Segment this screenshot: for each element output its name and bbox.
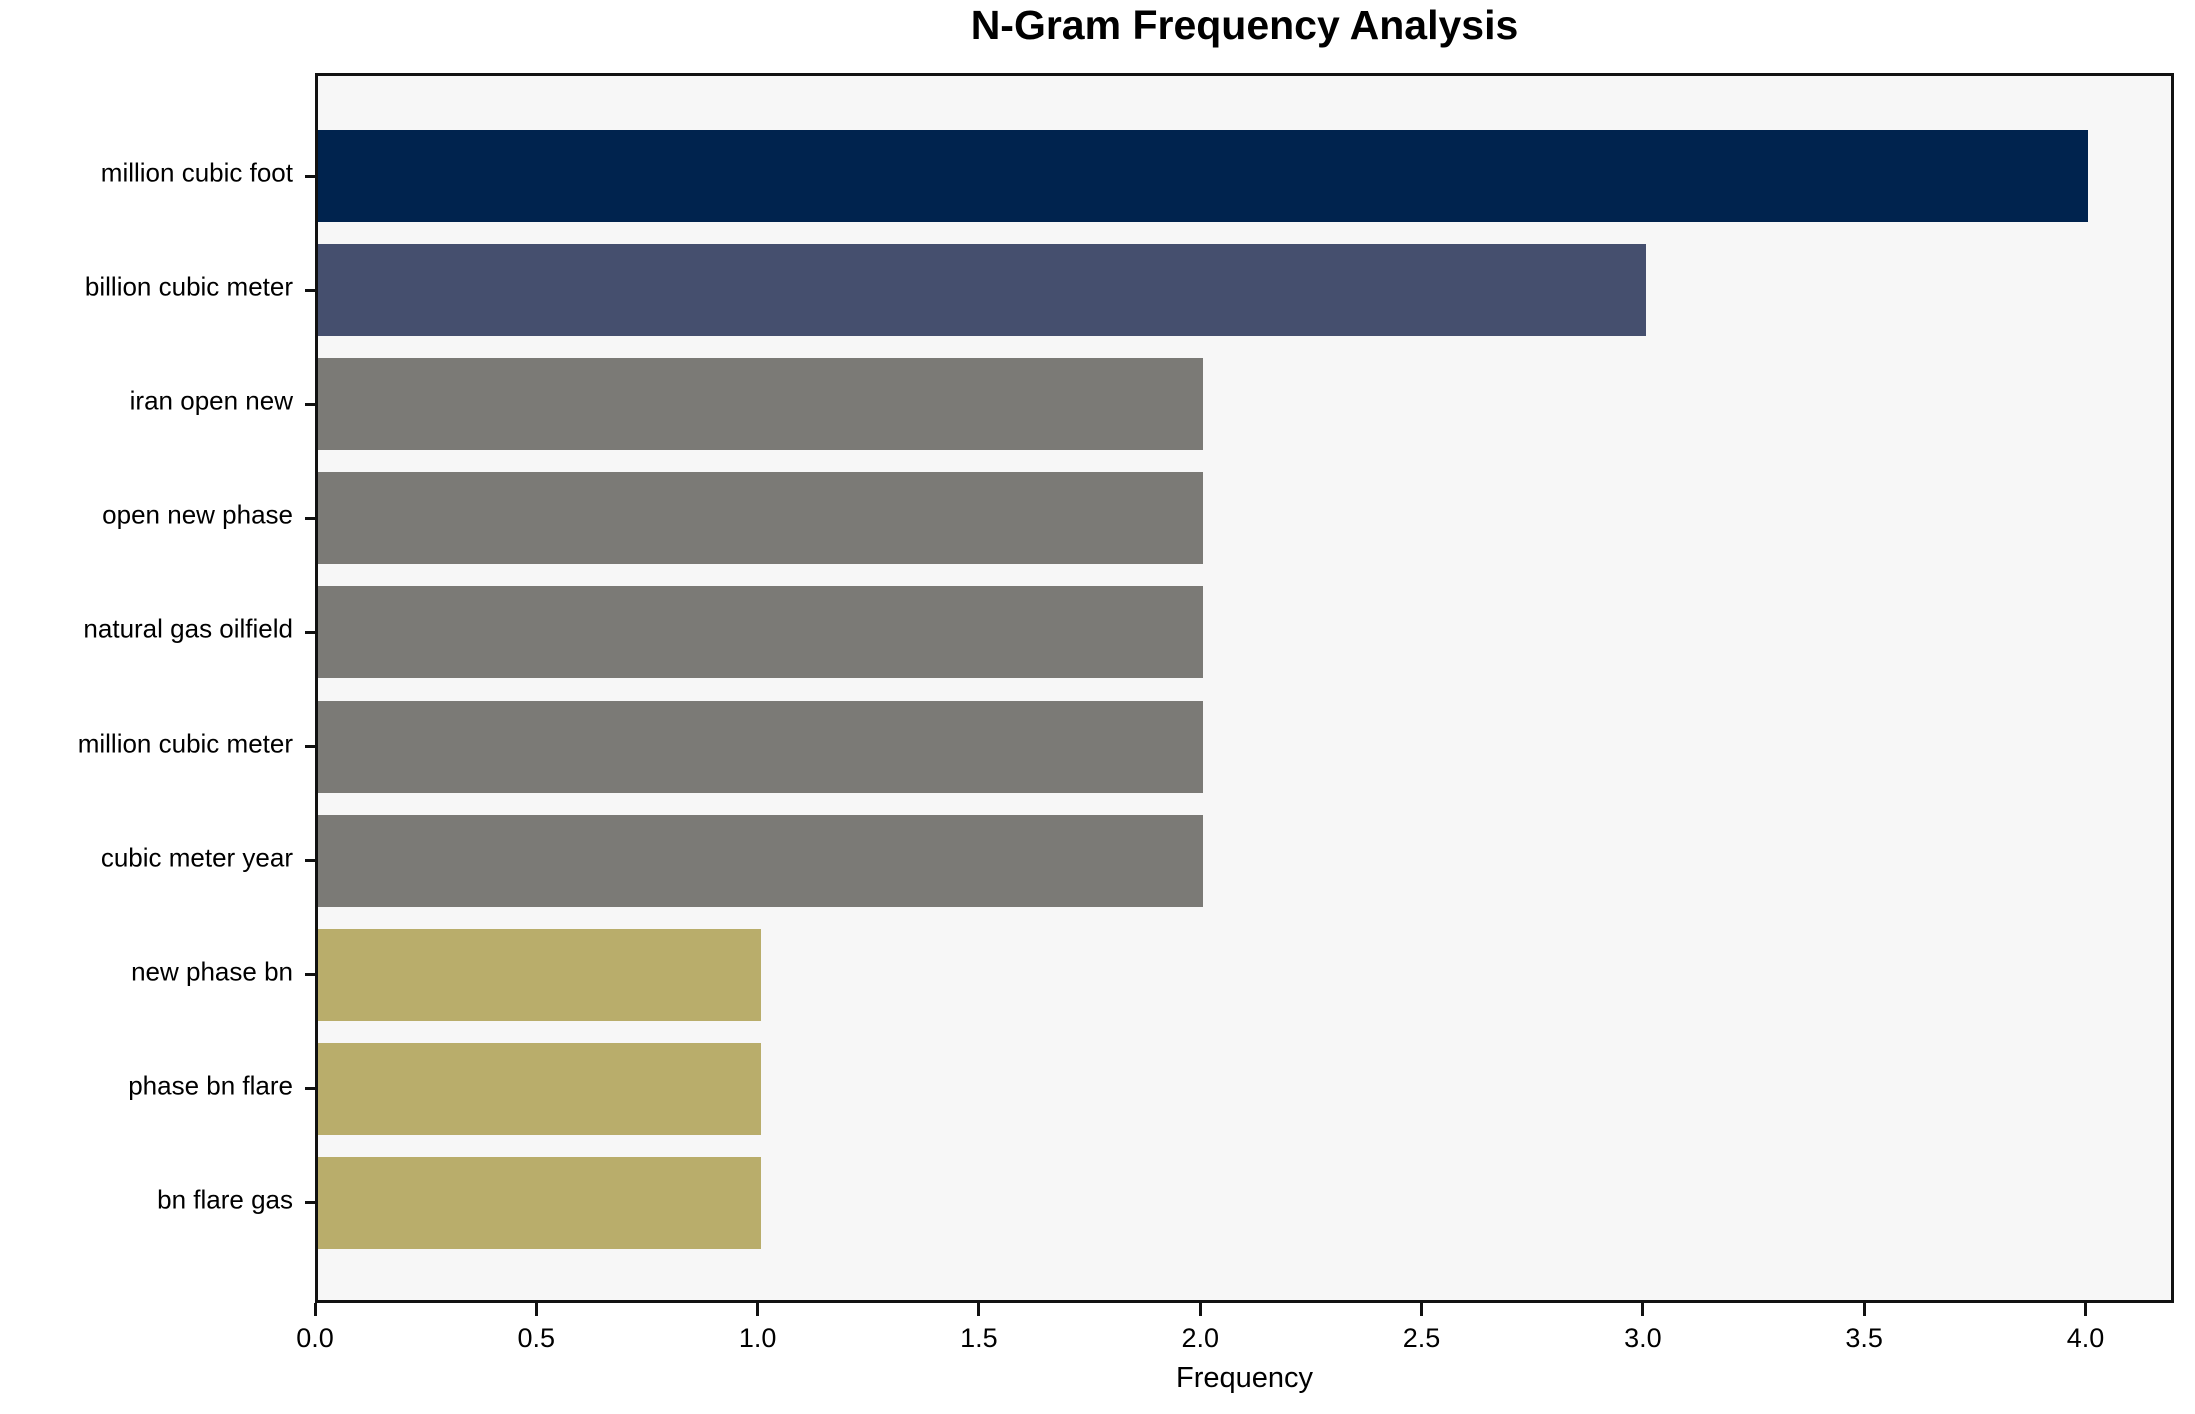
bar-iran-open-new: [318, 358, 1204, 451]
bar-cubic-meter-year: [318, 814, 1204, 907]
x-tick-mark: [756, 1303, 760, 1316]
x-axis: 0.0 0.5 1.0 1.5 2.0 2.5 3.0 3.5 4.0: [296, 1303, 2174, 1403]
y-tick-label: open new phase: [102, 499, 293, 530]
x-tick-mark: [1198, 1303, 1202, 1316]
y-tick-mark: [305, 1087, 318, 1091]
chart-title: N-Gram Frequency Analysis: [970, 2, 1519, 48]
x-tick-mark: [1862, 1303, 1866, 1316]
y-tick-label: cubic meter year: [100, 842, 293, 873]
y-axis-labels: million cubic foot billion cubic meter ira…: [0, 73, 315, 1303]
bar-million-cubic-foot: [318, 130, 2089, 222]
x-tick-label: 0.0: [296, 1323, 334, 1353]
bar-new-phase-bn: [318, 928, 761, 1021]
y-tick-mark: [305, 288, 318, 292]
bar-natural-gas-oilfield: [318, 586, 1204, 679]
y-tick-label: natural gas oilfield: [83, 613, 293, 644]
x-tick-mark: [534, 1303, 538, 1316]
x-tick-label: 4.0: [2066, 1323, 2105, 1353]
x-tick-label: 0.5: [517, 1323, 556, 1353]
x-tick-label: 1.0: [738, 1323, 777, 1353]
x-tick-mark: [2083, 1303, 2087, 1316]
bar-phase-bn-flare: [318, 1042, 761, 1135]
x-tick-mark: [1420, 1303, 1424, 1316]
y-tick-mark: [305, 516, 318, 520]
x-tick-mark: [977, 1303, 981, 1316]
x-tick-label: 1.5: [960, 1323, 998, 1353]
y-tick-label: billion cubic meter: [84, 271, 293, 302]
y-tick-label: million cubic meter: [77, 728, 293, 758]
y-tick-mark: [305, 402, 318, 406]
y-tick-mark: [305, 174, 318, 178]
plot-area: [305, 73, 2174, 1303]
y-tick-mark: [305, 1201, 318, 1205]
y-tick-label: phase bn flare: [128, 1070, 293, 1101]
bar-billion-cubic-meter: [318, 244, 1646, 337]
bar-open-new-phase: [318, 472, 1204, 565]
x-tick-mark: [1641, 1303, 1645, 1316]
x-tick-label: 2.5: [1402, 1323, 1441, 1353]
y-tick-mark: [305, 973, 318, 977]
x-tick-label: 3.0: [1624, 1323, 1662, 1353]
x-tick-mark: [313, 1303, 317, 1316]
y-tick-mark: [305, 630, 318, 634]
y-tick-label: new phase bn: [131, 956, 293, 987]
bar-bn-flare-gas: [318, 1156, 761, 1249]
y-tick-label: iran open new: [129, 385, 293, 416]
y-tick-label: bn flare gas: [157, 1184, 293, 1215]
y-tick-label: million cubic foot: [100, 157, 293, 188]
y-tick-mark: [305, 859, 318, 863]
x-axis-title: Frequency: [1175, 1362, 1313, 1394]
x-tick-label: 2.0: [1181, 1323, 1220, 1353]
y-tick-mark: [305, 745, 318, 748]
x-tick-label: 3.5: [1845, 1323, 1883, 1353]
bar-million-cubic-meter: [318, 700, 1204, 793]
